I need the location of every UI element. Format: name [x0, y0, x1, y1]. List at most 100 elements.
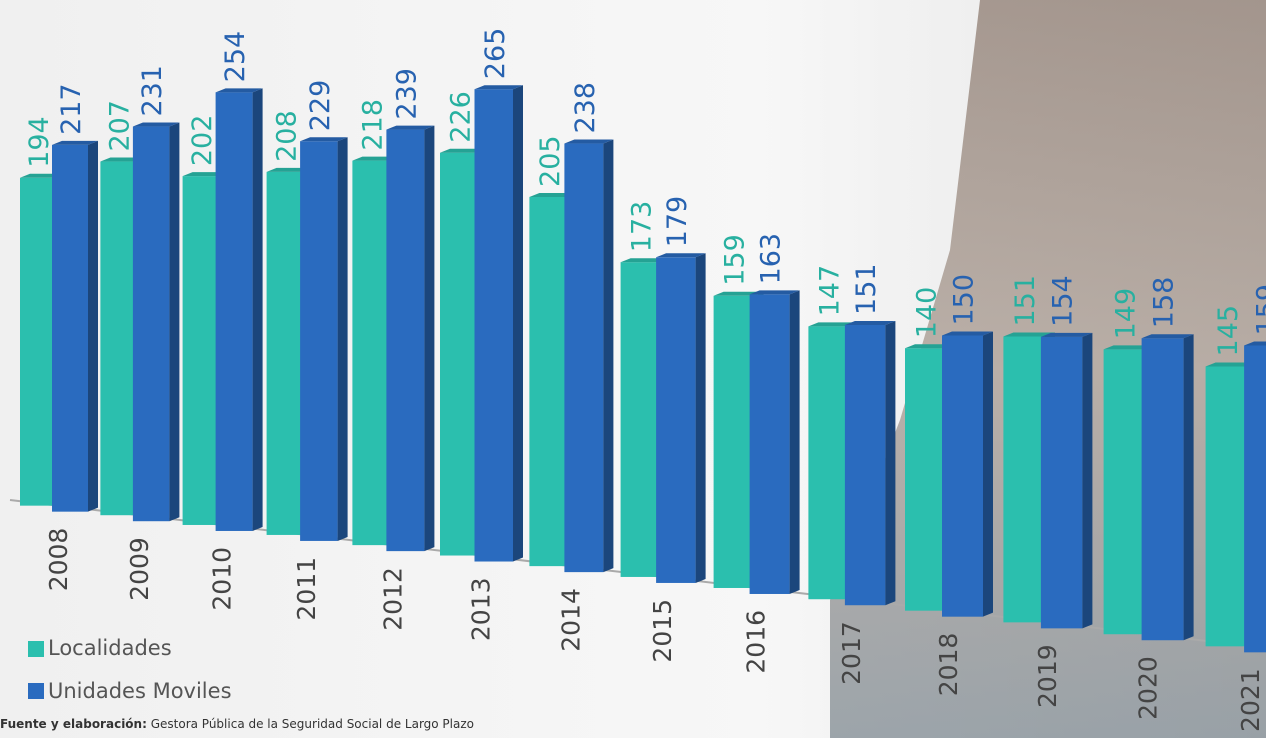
- value-label: 145: [1213, 305, 1244, 357]
- bar: [844, 324, 886, 606]
- value-label: 163: [756, 233, 787, 285]
- bar-top: [564, 139, 614, 144]
- bar-side: [337, 137, 348, 541]
- legend-label: Localidades: [48, 636, 172, 660]
- value-label: 151: [1010, 275, 1041, 327]
- bar-top: [749, 290, 800, 295]
- value-label: 158: [1149, 277, 1180, 329]
- bar: [182, 176, 220, 525]
- value-label: 140: [912, 287, 943, 339]
- bar: [749, 294, 790, 594]
- bar-top: [132, 122, 180, 127]
- value-label: 202: [187, 115, 218, 167]
- value-label: 150: [949, 274, 980, 326]
- x-tick-label: 2013: [467, 578, 496, 642]
- x-tick-label: 2020: [1134, 656, 1163, 720]
- bar: [1003, 336, 1045, 623]
- value-label: 239: [391, 68, 422, 120]
- source-text: Gestora Pública de la Seguridad Social d…: [151, 717, 474, 731]
- bar: [905, 348, 946, 611]
- value-label: 217: [56, 83, 87, 135]
- value-label: 208: [271, 110, 302, 162]
- x-tick-label: 2010: [208, 547, 237, 611]
- bar-top: [52, 140, 98, 145]
- bar: [713, 295, 754, 588]
- bar-side: [88, 140, 98, 512]
- bar-top: [1244, 341, 1266, 346]
- bar-side: [885, 320, 896, 606]
- bar: [52, 144, 88, 512]
- value-label: 231: [137, 65, 168, 117]
- bar: [656, 257, 696, 583]
- bar-side: [983, 331, 993, 617]
- x-tick-label: 2008: [44, 528, 73, 592]
- value-label: 218: [357, 99, 388, 151]
- bar-side: [424, 125, 435, 552]
- bar-top: [1040, 332, 1093, 337]
- legend-swatch: [28, 641, 44, 657]
- bar: [474, 89, 513, 562]
- value-label: 254: [220, 31, 251, 83]
- x-tick-label: 2019: [1033, 644, 1062, 708]
- value-label: 205: [535, 135, 566, 187]
- bar: [1141, 338, 1184, 641]
- value-label: 159: [1251, 284, 1266, 336]
- bar: [352, 160, 391, 546]
- bar-side: [1183, 334, 1194, 641]
- bar: [1040, 336, 1083, 629]
- value-label: 173: [626, 201, 657, 253]
- bar-top: [300, 137, 348, 142]
- bar: [942, 335, 983, 617]
- bar: [386, 129, 425, 552]
- value-label: 159: [720, 234, 751, 286]
- value-label: 194: [24, 116, 55, 168]
- bar: [132, 126, 170, 522]
- bar-top: [656, 253, 706, 258]
- bar-side: [789, 290, 800, 594]
- x-tick-label: 2012: [378, 567, 407, 631]
- x-tick-label: 2015: [648, 599, 677, 663]
- value-label: 238: [570, 82, 601, 134]
- bar: [564, 143, 604, 573]
- bar: [100, 161, 137, 516]
- bar-top: [844, 320, 896, 325]
- source: Fuente y elaboración: Gestora Pública de…: [0, 717, 474, 731]
- bar-top: [215, 88, 263, 93]
- x-tick-label: 2014: [556, 588, 585, 652]
- legend-label: Unidades Moviles: [48, 679, 232, 703]
- bar-side: [169, 122, 180, 522]
- source-label: Fuente y elaboración:: [0, 717, 147, 731]
- x-tick-label: 2009: [125, 537, 154, 601]
- bar: [620, 262, 661, 577]
- value-label: 151: [851, 263, 882, 315]
- bar: [808, 326, 849, 600]
- bar-top: [474, 85, 523, 90]
- value-label: 265: [480, 28, 511, 80]
- bar: [1103, 349, 1146, 635]
- value-label: 154: [1048, 275, 1079, 327]
- value-label: 179: [662, 196, 693, 248]
- bar-side: [695, 253, 706, 583]
- bar-top: [1003, 332, 1055, 337]
- bar-side: [603, 139, 614, 573]
- bar: [266, 171, 305, 535]
- bar-top: [1141, 334, 1194, 339]
- bar: [215, 92, 253, 531]
- bar-side: [252, 88, 263, 531]
- x-tick-label: 2011: [292, 557, 321, 621]
- bar-side: [513, 85, 523, 562]
- bar-top: [386, 125, 435, 130]
- bar: [20, 177, 56, 506]
- bar: [529, 196, 569, 567]
- value-label: 229: [305, 80, 336, 132]
- bar-side: [1082, 332, 1093, 629]
- x-tick-label: 2017: [837, 621, 866, 685]
- legend-swatch: [28, 683, 44, 699]
- bar: [1244, 345, 1266, 653]
- bar: [440, 152, 479, 556]
- value-label: 149: [1111, 288, 1142, 340]
- x-tick-label: 2018: [934, 633, 963, 697]
- value-label: 226: [445, 91, 476, 143]
- value-label: 207: [105, 100, 136, 152]
